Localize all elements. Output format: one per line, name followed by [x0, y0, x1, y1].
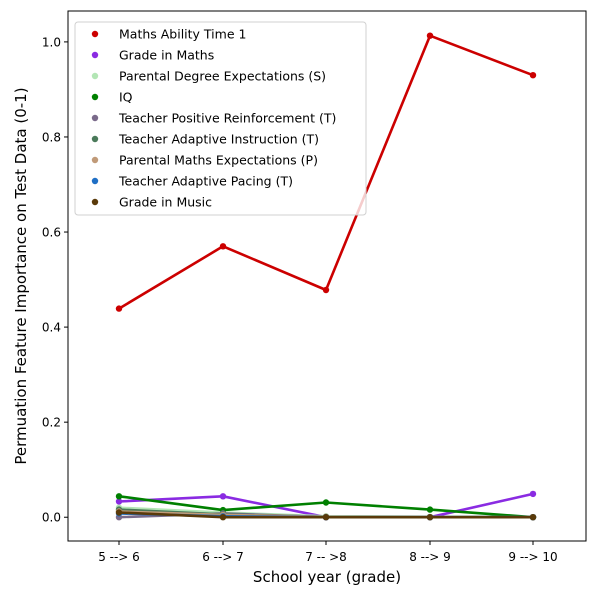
x-tick-label-1: 6 --> 7 [202, 550, 244, 564]
data-point-0-2 [322, 286, 330, 294]
plot-frame [67, 10, 587, 542]
data-point-8-4 [529, 514, 537, 521]
data-point-8-0 [115, 509, 123, 516]
y-axis-label: Permuation Feature Importance on Test Da… [12, 87, 30, 464]
series-layer [115, 32, 537, 521]
legend-label-6: Parental Maths Expectations (P) [119, 153, 318, 168]
data-point-8-1 [219, 514, 227, 521]
data-point-0-0 [115, 305, 123, 312]
legend-label-0: Maths Ability Time 1 [119, 27, 246, 42]
legend-marker-0 [91, 30, 99, 38]
legend-marker-8 [91, 198, 99, 206]
legend-marker-2 [91, 72, 99, 80]
x-tick-label-0: 5 --> 6 [98, 550, 140, 564]
legend-label-3: IQ [119, 90, 133, 105]
data-point-0-4 [529, 72, 537, 79]
y-tick-label-0: 0.0 [42, 511, 61, 525]
legend-label-4: Teacher Positive Reinforcement (T) [118, 111, 336, 126]
ticks-layer: 5 --> 6 6 --> 7 7 -- >8 8 --> 9 9 --> 10 0.0 0… [42, 35, 558, 564]
legend: Maths Ability Time 1 Grade in Maths Parent… [74, 21, 367, 216]
y-tick-label-1: 0.2 [42, 416, 61, 430]
x-tick-label-2: 7 -- >8 [305, 550, 347, 564]
data-point-1-1 [219, 493, 227, 500]
legend-label-5: Teacher Adaptive Instruction (T) [118, 132, 319, 147]
data-point-8-2 [322, 514, 330, 521]
y-tick-label-2: 0.4 [42, 321, 61, 335]
legend-label-1: Grade in Maths [119, 48, 214, 63]
legend-marker-1 [91, 51, 99, 59]
data-point-3-3 [426, 506, 434, 513]
data-point-0-3 [426, 32, 434, 39]
legend-label-2: Parental Degree Expectations (S) [119, 69, 326, 84]
legend-label-7: Teacher Adaptive Pacing (T) [118, 174, 293, 189]
x-axis-label: School year (grade) [253, 568, 401, 586]
y-tick-label-4: 0.8 [42, 130, 61, 144]
data-point-8-3 [426, 514, 434, 521]
data-point-3-0 [115, 493, 123, 500]
legend-marker-7 [91, 177, 99, 185]
x-tick-label-3: 8 --> 9 [409, 550, 451, 564]
data-point-0-1 [219, 243, 227, 250]
legend-marker-4 [91, 114, 99, 122]
legend-marker-5 [91, 135, 99, 143]
x-tick-label-4: 9 --> 10 [508, 550, 557, 564]
y-tick-label-5: 1.0 [42, 35, 61, 49]
legend-marker-6 [91, 156, 99, 164]
legend-marker-3 [91, 93, 99, 101]
y-tick-label-3: 0.6 [42, 226, 61, 240]
legend-box [74, 21, 367, 216]
data-point-3-2 [322, 499, 330, 506]
data-point-1-0 [115, 498, 123, 505]
data-point-1-4 [529, 490, 537, 498]
legend-label-8: Grade in Music [119, 195, 212, 210]
